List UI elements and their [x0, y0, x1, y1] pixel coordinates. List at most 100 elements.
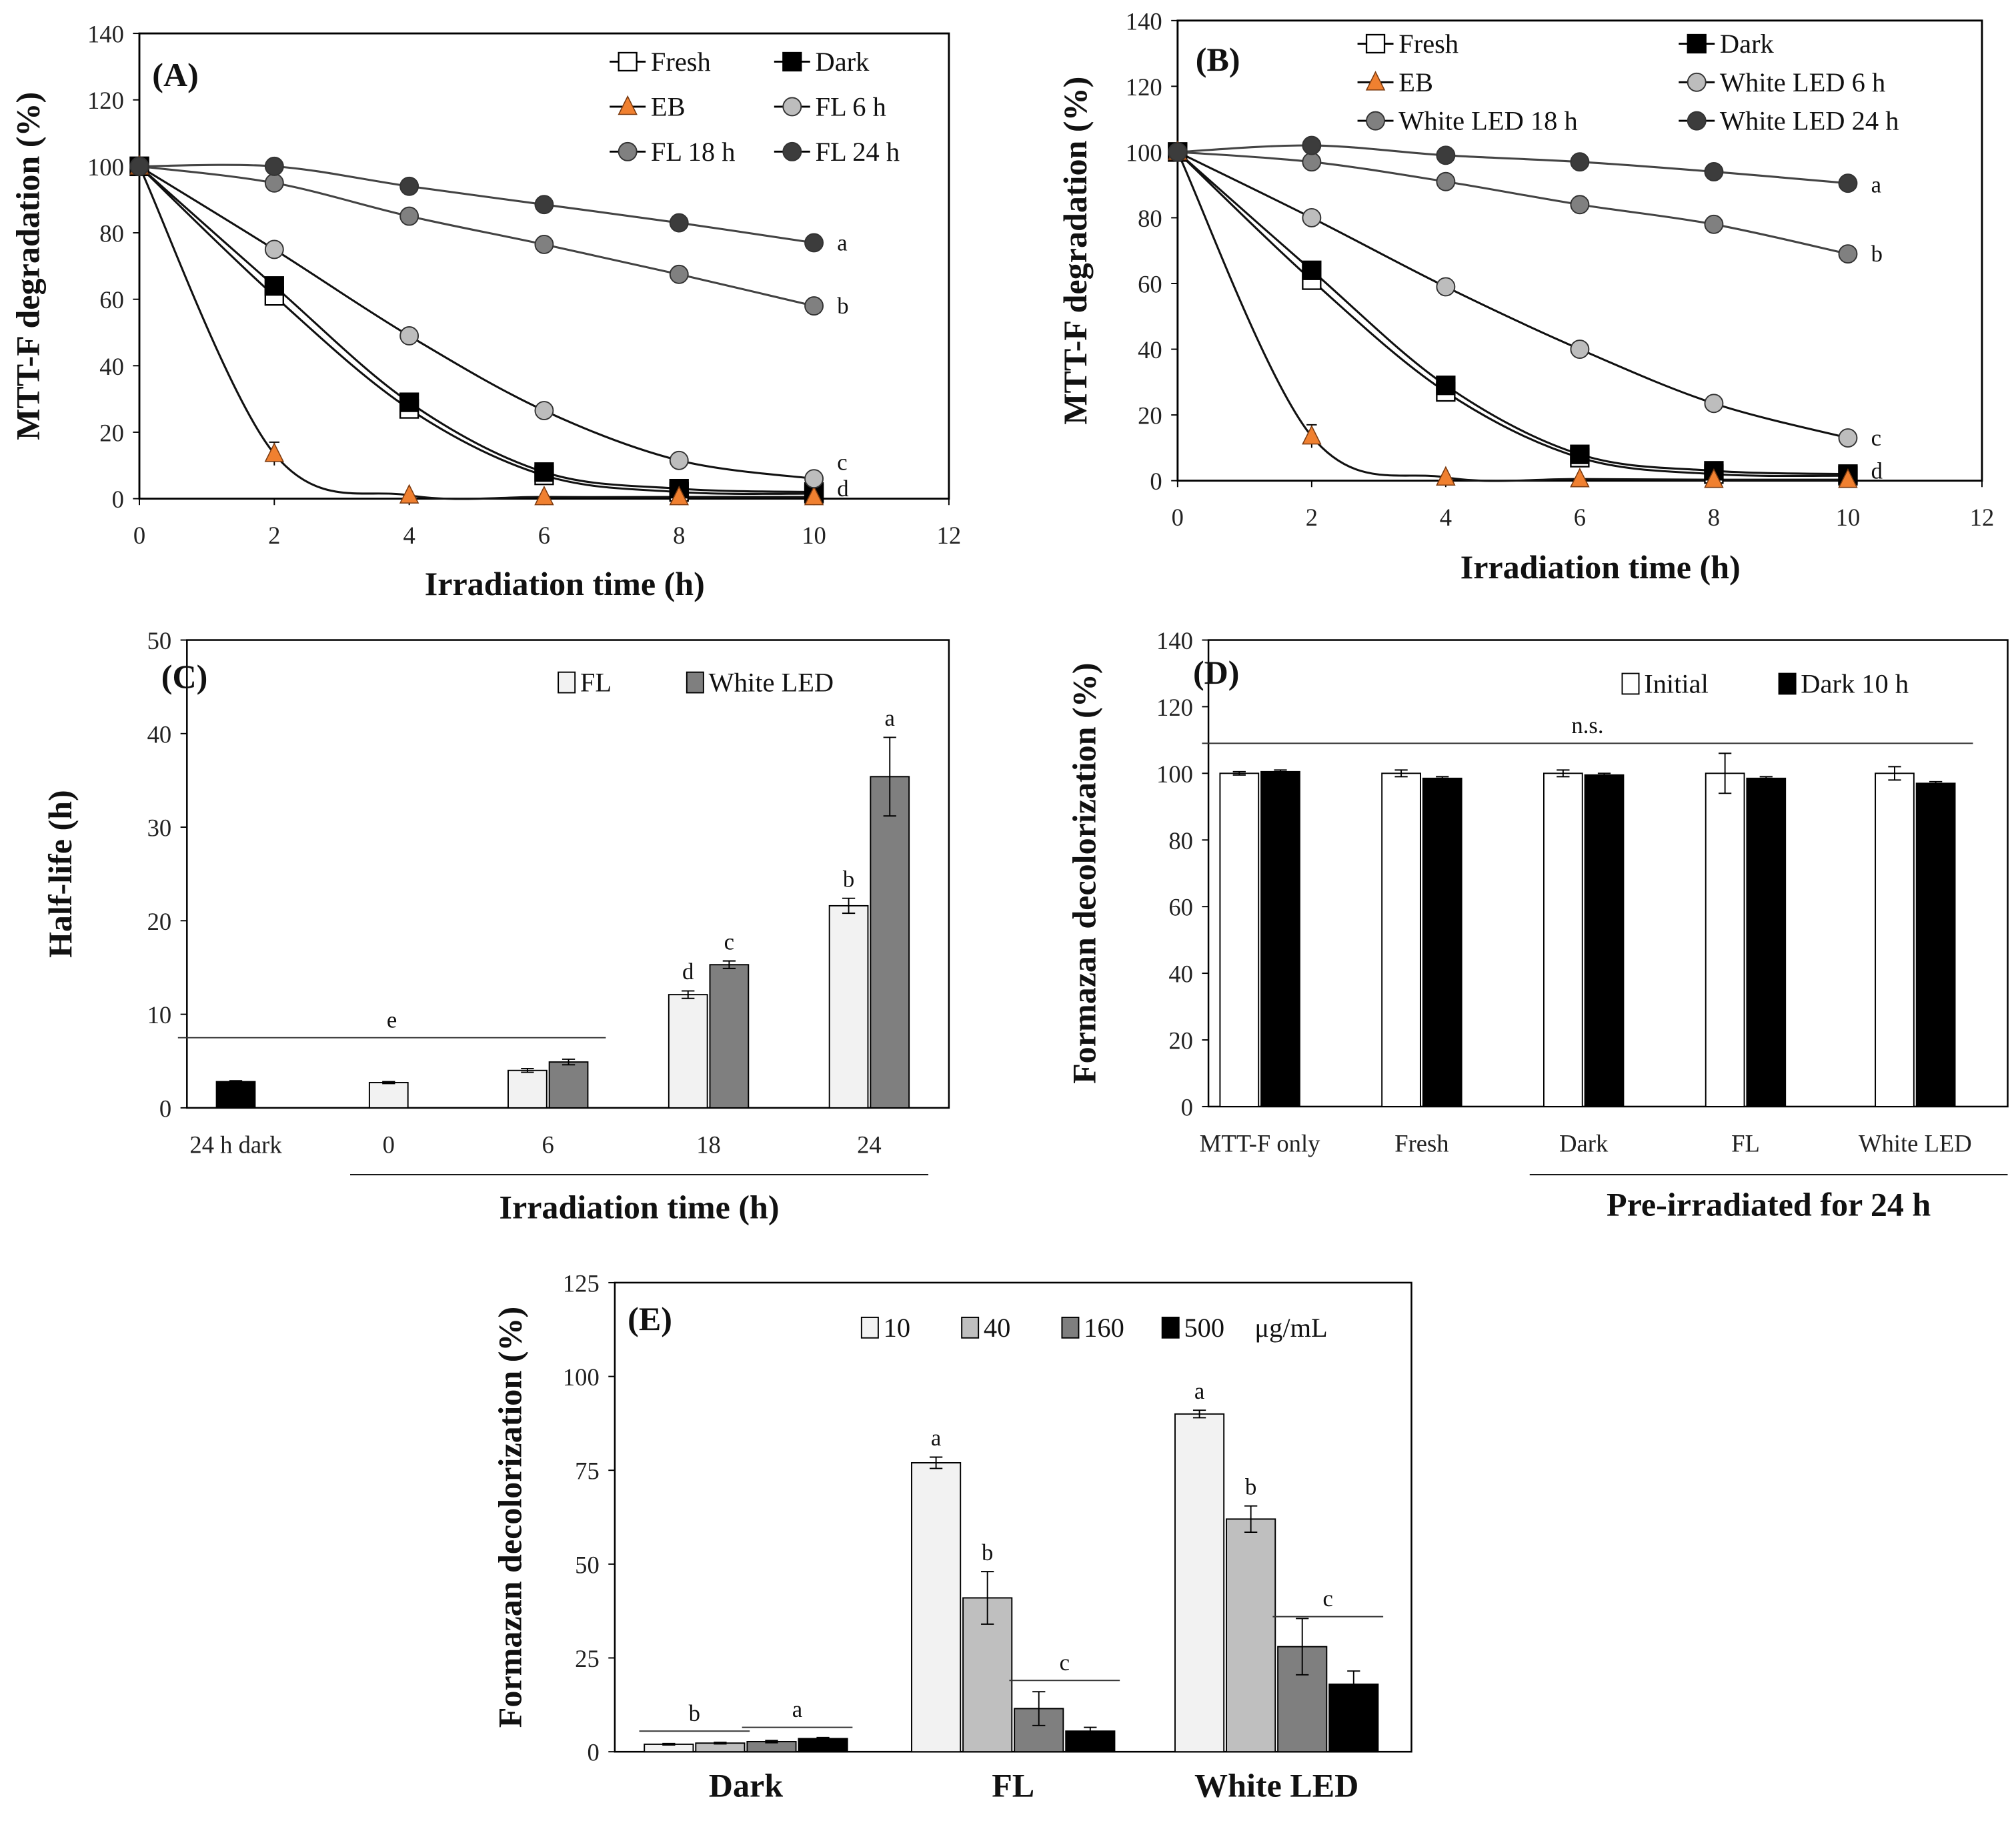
x-category-label: Fresh — [1394, 1129, 1448, 1157]
bar-initial — [1705, 772, 1745, 1107]
significance-letter: b — [837, 293, 848, 319]
y-tick-label: 40 — [1168, 961, 1193, 988]
data-point-circle — [1436, 277, 1456, 297]
x-tick-label: 6 — [1574, 504, 1586, 531]
legend-marker-triangle — [1365, 71, 1386, 91]
legend-marker-square — [1687, 33, 1707, 54]
legend-swatch — [1161, 1316, 1180, 1339]
legend-label: FL 6 h — [815, 91, 886, 121]
data-point-circle — [399, 176, 419, 196]
data-point-circle — [1436, 145, 1456, 165]
x-tick-label: 2 — [1306, 504, 1318, 531]
x-tick-label: 6 — [538, 522, 550, 549]
y-tick-label: 100 — [1156, 760, 1193, 788]
legend-marker-triangle — [618, 95, 638, 115]
data-point-triangle — [1838, 468, 1858, 488]
legend-swatch — [961, 1316, 980, 1339]
y-tick-label: 120 — [1126, 73, 1162, 101]
bar-dark-10-h — [1584, 774, 1625, 1107]
series-line-fl-18-h — [139, 165, 814, 308]
data-point-triangle — [1302, 424, 1322, 445]
x-tick-label: 0 — [1172, 504, 1184, 531]
data-point-square — [264, 276, 284, 296]
data-point-circle — [399, 206, 419, 226]
legend-unit: μg/mL — [1254, 1313, 1327, 1343]
bar-white-led — [870, 776, 910, 1109]
x-category-label: 24 h dark — [189, 1131, 282, 1158]
bar-fl — [668, 994, 708, 1109]
y-tick-label: 60 — [99, 286, 124, 314]
data-point-circle — [1570, 152, 1590, 172]
y-axis-label: Half-life (h) — [41, 790, 79, 958]
significance-letter: c — [1871, 425, 1881, 451]
data-point-triangle — [669, 485, 689, 506]
x-tick-label: 12 — [937, 522, 962, 549]
legend-swatch — [1778, 672, 1797, 695]
x-tick-label: 8 — [673, 522, 685, 549]
bar-initial — [1219, 772, 1260, 1107]
y-tick-label: 80 — [1168, 827, 1193, 854]
data-point-circle — [264, 173, 284, 193]
legend-label: FL 18 h — [651, 137, 736, 167]
legend-swatch — [558, 671, 576, 694]
x-tick-label: 10 — [1836, 504, 1861, 531]
y-tick-label: 20 — [1168, 1027, 1193, 1055]
y-tick-label: 120 — [1156, 694, 1193, 721]
y-tick-label: 20 — [99, 419, 124, 446]
y-tick-label: 140 — [1126, 7, 1162, 35]
significance-letter: a — [931, 1425, 941, 1451]
legend-marker-circle — [1366, 111, 1386, 131]
significance-letter: d — [682, 959, 694, 985]
data-point-circle — [1570, 340, 1590, 359]
y-tick-label: 140 — [87, 21, 124, 48]
series-line-fl-24-h — [139, 163, 814, 244]
significance-letter: c — [837, 449, 847, 475]
data-point-circle — [1302, 152, 1322, 172]
data-point-square — [534, 462, 554, 482]
legend-label: Dark — [1720, 29, 1775, 59]
significance-letter: a — [1871, 172, 1881, 198]
chart-panel-2: 0 10 20 30 40 50 Half-life (h) (C) 24 h dark 0 6 18… — [41, 627, 950, 1226]
x-tick-label: 10 — [802, 522, 826, 549]
series-line-dark — [138, 165, 814, 494]
series-line-white-led-24-h — [1177, 144, 1849, 185]
data-point-circle — [1838, 428, 1858, 448]
x-tick-label: 4 — [403, 522, 415, 549]
data-point-square — [1302, 260, 1322, 280]
data-point-triangle — [399, 484, 419, 504]
data-point-triangle — [1436, 466, 1456, 486]
data-point-triangle — [1570, 468, 1590, 488]
legend-label: White LED 6 h — [1720, 67, 1885, 97]
data-point-circle — [1838, 173, 1858, 193]
data-point-circle — [1704, 394, 1724, 414]
x-axis-label: Irradiation time (h) — [425, 565, 705, 602]
y-tick-label: 60 — [1138, 270, 1162, 297]
series-line-fl-6-h — [139, 165, 814, 480]
significance-letter: b — [1871, 241, 1883, 267]
significance-letter: c — [1060, 1650, 1070, 1676]
bar-initial — [1875, 772, 1915, 1107]
y-tick-label: 50 — [147, 627, 172, 654]
y-tick-label: 140 — [1156, 627, 1193, 654]
y-axis-label: MTT-F degradation (%) — [1056, 77, 1094, 425]
significance-letter: b — [982, 1540, 993, 1566]
data-point-circle — [534, 235, 554, 254]
data-point-circle — [534, 401, 554, 421]
data-point-circle — [804, 233, 824, 253]
significance-letter: a — [885, 705, 895, 731]
legend-label: Fresh — [651, 47, 711, 77]
bar-dark-10-h — [1915, 782, 1956, 1107]
data-point-circle — [804, 469, 824, 489]
x-tick-label: 8 — [1708, 504, 1720, 531]
data-point-circle — [534, 195, 554, 215]
legend-label: EB — [651, 91, 686, 121]
legend-marker-square — [1365, 33, 1386, 54]
x-tick-label: 0 — [133, 522, 145, 549]
y-tick-label: 125 — [563, 1269, 600, 1297]
data-point-triangle — [1704, 468, 1724, 488]
x-category-label: 0 — [383, 1131, 395, 1158]
x-tick-label: 4 — [1440, 504, 1452, 531]
x-category-label: White LED — [1859, 1129, 1972, 1157]
data-point-circle — [264, 239, 284, 259]
